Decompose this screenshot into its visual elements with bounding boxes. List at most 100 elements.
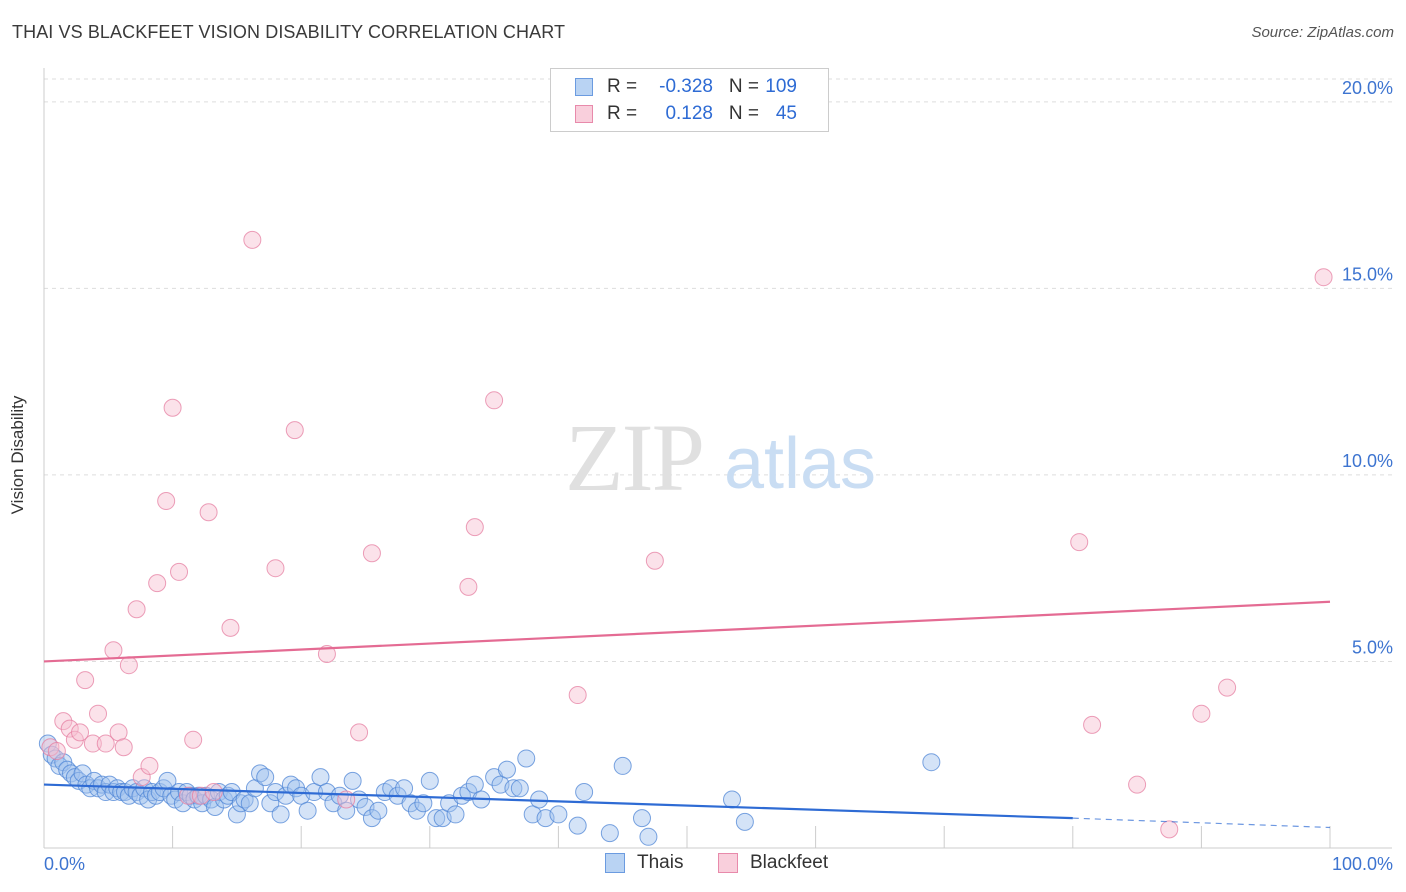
n-value: 45 bbox=[775, 103, 797, 124]
thais-point bbox=[600, 824, 619, 843]
blackfeet-point bbox=[204, 783, 223, 802]
trend-lines bbox=[43, 600, 1331, 829]
correlation-legend: R = -0.328 N = 109 R = 0.128 N = 45 bbox=[550, 68, 829, 132]
blackfeet-point bbox=[1128, 775, 1147, 794]
blackfeet-legend-label: Blackfeet bbox=[750, 852, 829, 873]
blackfeet-point bbox=[60, 719, 79, 738]
blackfeet-point bbox=[47, 742, 66, 760]
blackfeet-point bbox=[645, 551, 664, 570]
blackfeet-point bbox=[148, 574, 167, 593]
blackfeet-point bbox=[199, 503, 218, 522]
r-value: -0.328 bbox=[659, 76, 713, 97]
thais-point bbox=[517, 749, 536, 768]
blackfeet-point bbox=[104, 641, 123, 660]
blackfeet-point bbox=[1192, 704, 1211, 723]
thais-point bbox=[510, 779, 529, 798]
thais-point bbox=[256, 768, 275, 787]
blackfeet-point bbox=[568, 686, 587, 705]
thais-point bbox=[922, 753, 941, 772]
blackfeet-point bbox=[459, 577, 478, 596]
thais-swatch bbox=[575, 78, 593, 96]
blackfeet-point bbox=[1218, 678, 1237, 697]
blackfeet-point bbox=[350, 723, 369, 742]
legend-row-thais: R = -0.328 N = 109 bbox=[575, 76, 797, 98]
thais-point bbox=[311, 768, 330, 787]
thais-legend-label: Thais bbox=[637, 852, 684, 873]
thais-point bbox=[465, 775, 484, 794]
blackfeet-point bbox=[465, 518, 484, 537]
blackfeet-point bbox=[179, 786, 198, 805]
blackfeet-point bbox=[109, 723, 128, 742]
blackfeet-point bbox=[317, 645, 336, 663]
thais-point bbox=[227, 805, 246, 824]
blackfeet-swatch bbox=[575, 105, 593, 123]
n-label: N = bbox=[728, 103, 759, 124]
blackfeet-point bbox=[362, 544, 381, 563]
thais-trend-line bbox=[43, 783, 1073, 820]
thais-point bbox=[632, 809, 651, 828]
y-tick-label: 20.0% bbox=[1342, 78, 1393, 98]
legend-item-blackfeet[interactable]: Blackfeet bbox=[718, 852, 828, 874]
blackfeet-point bbox=[266, 559, 285, 578]
blackfeet-point bbox=[114, 738, 133, 757]
thais-point bbox=[568, 816, 587, 835]
watermark-atlas: atlas bbox=[724, 424, 876, 504]
thais-point bbox=[504, 779, 523, 798]
thais-point bbox=[414, 794, 433, 813]
thais-point bbox=[369, 801, 388, 820]
thais-point bbox=[407, 801, 426, 820]
gridlines bbox=[44, 78, 1392, 662]
blackfeet-point bbox=[54, 712, 73, 731]
blackfeet-point bbox=[140, 756, 159, 775]
source-label: Source: ZipAtlas.com bbox=[1251, 24, 1394, 41]
thais-point bbox=[613, 756, 632, 775]
blackfeet-point bbox=[76, 671, 95, 690]
watermark-zip: ZIP bbox=[565, 404, 703, 511]
thais-point bbox=[343, 771, 362, 790]
blackfeet-point bbox=[184, 730, 203, 749]
thais-point bbox=[206, 797, 225, 816]
legend-row-blackfeet: R = 0.128 N = 45 bbox=[575, 103, 797, 125]
thais-point bbox=[735, 812, 754, 831]
blackfeet-point bbox=[1160, 820, 1179, 839]
blackfeet-legend-swatch bbox=[718, 853, 738, 873]
tick-labels: 5.0% 10.0% 15.0% 20.0% 0.0% 100.0% bbox=[44, 78, 1393, 874]
thais-point bbox=[497, 760, 516, 779]
thais-point bbox=[575, 783, 594, 802]
blackfeet-point bbox=[1070, 533, 1089, 552]
thais-point bbox=[401, 794, 420, 813]
watermark: ZIP atlas bbox=[565, 404, 876, 511]
blackfeet-point bbox=[1083, 715, 1102, 734]
thais-point bbox=[639, 827, 658, 846]
r-value: 0.128 bbox=[665, 103, 713, 124]
blackfeet-point bbox=[1314, 268, 1333, 287]
blackfeet-point bbox=[157, 492, 176, 511]
blackfeet-points bbox=[41, 230, 1333, 839]
chart-title: THAI VS BLACKFEET VISION DISABILITY CORR… bbox=[12, 22, 566, 42]
thais-point bbox=[362, 809, 381, 828]
series-legend: Thais Blackfeet bbox=[0, 852, 1406, 876]
thais-legend-swatch bbox=[605, 853, 625, 873]
blackfeet-point bbox=[71, 723, 90, 742]
y-tick-label: 5.0% bbox=[1352, 637, 1393, 657]
blackfeet-point bbox=[285, 421, 304, 440]
thais-point bbox=[298, 801, 317, 820]
blackfeet-point bbox=[83, 734, 102, 753]
blackfeet-point bbox=[221, 618, 240, 637]
blackfeet-point bbox=[89, 704, 108, 723]
x-tick-label-max: 100.0% bbox=[1332, 854, 1393, 874]
blackfeet-trend-line bbox=[43, 600, 1331, 663]
thais-point bbox=[271, 805, 290, 824]
r-label: R = bbox=[607, 103, 638, 124]
blackfeet-point bbox=[485, 391, 504, 410]
blackfeet-point bbox=[163, 398, 182, 417]
blackfeet-point bbox=[243, 230, 262, 249]
y-tick-label: 15.0% bbox=[1342, 264, 1393, 284]
blackfeet-point bbox=[170, 562, 189, 581]
legend-item-thais[interactable]: Thais bbox=[605, 852, 683, 874]
blackfeet-point bbox=[96, 734, 115, 753]
thais-point bbox=[261, 794, 280, 813]
x-tick-label-min: 0.0% bbox=[44, 854, 85, 874]
thais-point bbox=[427, 809, 446, 828]
